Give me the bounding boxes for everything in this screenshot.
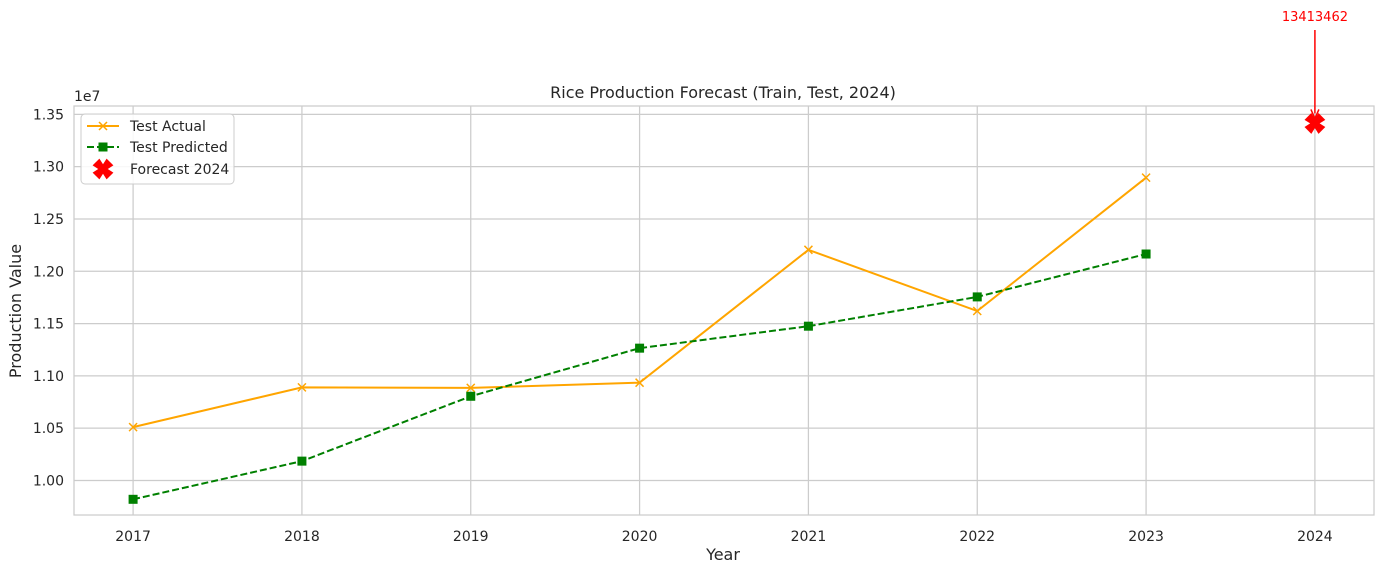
x-marker	[297, 382, 307, 392]
square-marker	[972, 292, 982, 302]
series-forecast-2024	[1304, 113, 1326, 134]
legend: Test Actual Test Predicted Forecast 2024	[80, 113, 235, 185]
legend-label: Forecast 2024	[130, 162, 229, 178]
y-tick-label: 1.10	[33, 369, 64, 385]
x-tick-label: 2022	[959, 529, 995, 545]
legend-item: Test Predicted	[87, 140, 228, 156]
chart-title: Rice Production Forecast (Train, Test, 2…	[550, 83, 896, 102]
series-layer	[128, 113, 1326, 504]
legend-forecast-marker	[92, 158, 114, 180]
legend-item: Test Actual	[87, 119, 206, 135]
y-tick-label: 1.00	[33, 473, 64, 489]
x-tick-label: 2019	[453, 529, 489, 545]
y-tick-label: 1.35	[33, 107, 64, 123]
x-marker	[1141, 173, 1151, 183]
x-tick-label: 2017	[115, 529, 151, 545]
legend-box	[80, 113, 235, 185]
grid-lines	[74, 106, 1374, 515]
plot-frame	[73, 105, 1375, 516]
square-marker	[297, 456, 307, 466]
y-tick-label: 1.30	[33, 160, 64, 176]
x-tick-label: 2020	[622, 529, 658, 545]
series-test-actual	[128, 173, 1151, 432]
x-axis-label: Year	[705, 545, 740, 564]
square-marker	[635, 343, 645, 353]
y-tick-label: 1.05	[33, 421, 64, 437]
annotation-layer: 13413462	[1282, 10, 1348, 121]
x-tick-label: 2024	[1297, 529, 1333, 545]
x-marker	[635, 378, 645, 388]
x-marker	[98, 121, 108, 131]
square-marker	[1141, 249, 1151, 259]
series-test-predicted	[128, 249, 1151, 504]
square-marker	[466, 391, 476, 401]
square-marker	[803, 321, 813, 331]
legend-label: Test Actual	[129, 119, 206, 135]
legend-label: Test Predicted	[129, 140, 228, 156]
y-axis-label: Production Value	[6, 244, 25, 378]
y-offset-label: 1e7	[74, 89, 100, 105]
square-marker	[128, 494, 138, 504]
y-tick-label: 1.25	[33, 212, 64, 228]
annotation-arrow-head	[1310, 109, 1320, 121]
forecast-marker	[1304, 113, 1326, 134]
x-marker	[128, 422, 138, 432]
y-tick-label: 1.15	[33, 317, 64, 333]
legend-item: Forecast 2024	[92, 158, 229, 180]
x-tick-label: 2018	[284, 529, 320, 545]
y-tick-label: 1.20	[33, 264, 64, 280]
tick-labels: 2017 2018 2019 2020 2021 2022 2023 2024 1.00 1.05…	[33, 107, 1333, 545]
x-tick-label: 2023	[1128, 529, 1164, 545]
x-marker	[803, 245, 813, 255]
annotation-text: 13413462	[1282, 10, 1348, 25]
x-marker	[972, 306, 982, 316]
x-tick-label: 2021	[791, 529, 827, 545]
x-marker	[466, 383, 476, 393]
legend-square-marker	[98, 142, 108, 152]
